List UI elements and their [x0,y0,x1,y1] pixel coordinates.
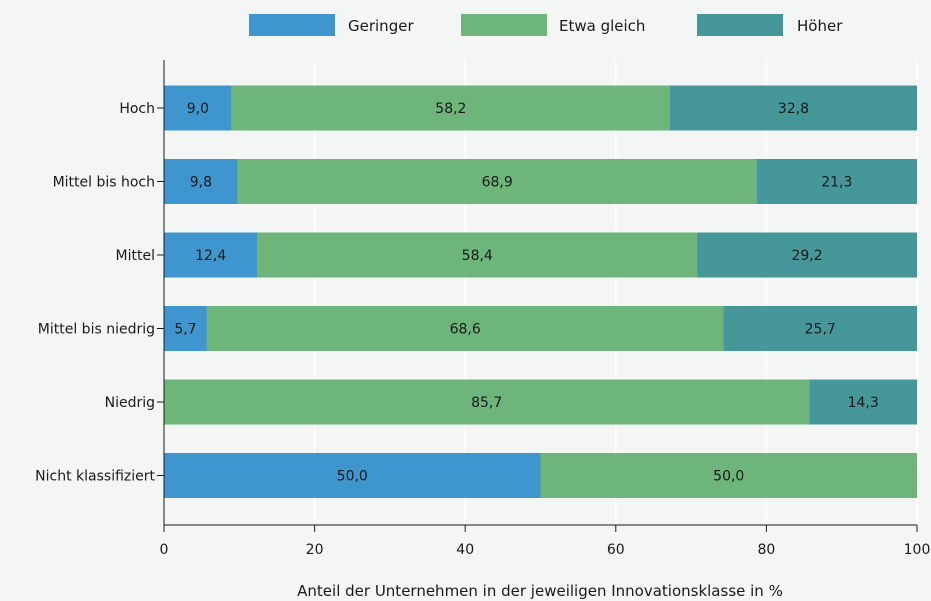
data-label: 5,7 [174,322,196,338]
data-label: 14,3 [848,395,879,411]
grid-lines [313,60,918,525]
data-label: 12,4 [195,248,226,264]
bar-segment [237,159,757,204]
data-label: 68,6 [450,322,481,338]
data-label: 50,0 [713,469,744,485]
legend-swatch [249,14,335,36]
bar-segment [809,379,917,425]
category-label: Mittel bis hoch [53,175,155,191]
data-label: 50,0 [337,469,368,485]
x-tick-label: 0 [160,542,169,558]
legend-label: Geringer [348,17,414,35]
x-tick-label: 60 [607,542,625,558]
bar-segment [164,379,810,425]
data-label: 58,4 [462,248,493,264]
data-label: 58,2 [435,101,466,117]
bars: 9,0 58,2 32,8 9,8 68,9 21,3 12,4 58,4 29,2 5,7 68,… [164,85,917,498]
category-label: Mittel [116,248,155,264]
legend-label: Etwa gleich [559,17,645,35]
legend-swatch [461,14,547,36]
category-label: Niedrig [105,395,155,411]
bar-segment [164,232,258,278]
category-label: Nicht klassifiziert [35,469,155,485]
bar-segment [697,232,917,278]
bar-segment [231,85,671,131]
bar-segment [164,453,541,498]
x-tick-label: 40 [456,542,474,558]
legend: Geringer Etwa gleich Höher [249,14,843,36]
legend-swatch [697,14,783,36]
data-label: 21,3 [821,175,852,191]
axes: Hoch Mittel bis hoch Mittel Mittel bis nied… [35,60,930,558]
category-label: Mittel bis niedrig [38,322,155,338]
bar-segment [164,85,232,131]
bar-segment [164,306,207,351]
x-tick-label: 20 [306,542,324,558]
bar-segment [164,159,238,204]
bar-segment [540,453,917,498]
data-label: 85,7 [471,395,502,411]
category-label: Hoch [119,101,155,117]
bar-segment [257,232,698,278]
data-label: 32,8 [778,101,809,117]
data-label: 29,2 [791,248,822,264]
bar-segment [206,306,724,351]
data-label: 68,9 [482,175,513,191]
data-label: 9,0 [187,101,209,117]
x-tick-label: 80 [757,542,775,558]
bar-segment [723,306,917,351]
bar-segment [670,85,917,131]
legend-label: Höher [797,17,843,35]
bar-segment [756,159,917,204]
x-tick-label: 100 [904,542,931,558]
data-label: 25,7 [805,322,836,338]
x-axis-title: Anteil der Unternehmen in der jeweiligen… [297,582,783,600]
data-label: 9,8 [190,175,212,191]
